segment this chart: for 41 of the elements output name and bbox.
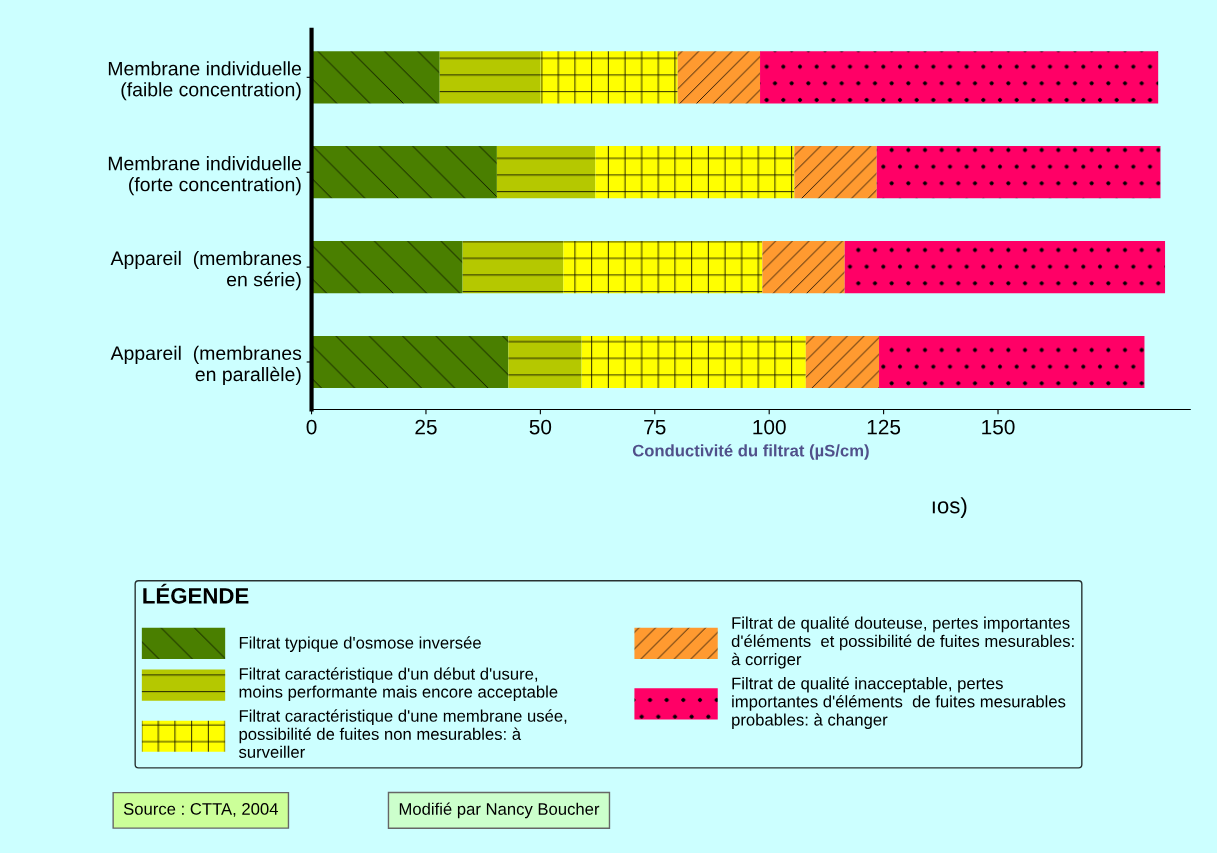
y-tick-label: Appareil (membranes en série) [110, 250, 302, 291]
bar [677, 51, 761, 104]
x-tick-label: 75 [644, 419, 666, 435]
bar [595, 146, 795, 199]
legend-title: LÉGENDE [143, 583, 249, 604]
x-tick-label: 0 [306, 419, 317, 435]
bar [762, 241, 845, 294]
bar [844, 241, 1166, 294]
bar [496, 146, 596, 199]
text: ıos) [932, 497, 967, 518]
x-tick-label: 125 [867, 419, 901, 435]
bar [540, 51, 678, 104]
bar [760, 51, 1159, 104]
bar [794, 146, 877, 199]
legend-label: Filtrat de qualité douteuse, pertes importantes d'éléments et possibilité de fuites mesurables: à corriger [731, 616, 1074, 669]
legend-label: Filtrat typique d'osmose inversée [239, 636, 481, 652]
bar [311, 335, 509, 389]
bar [581, 335, 806, 389]
x-tick-label: 25 [415, 419, 437, 435]
bar [563, 241, 763, 294]
bar [311, 146, 497, 199]
bar [508, 335, 582, 389]
legend-label: Filtrat caractéristique d'un début d'usure, moins performante mais encore acceptable [239, 667, 558, 702]
x-axis-title: Conductivité du filtrat (µS/cm) [632, 444, 869, 460]
y-tick-label: Membrane individuelle (forte concentration) [108, 156, 301, 196]
legend-label: Filtrat caractéristique d'une membrane usée, possibilité de fuites non mesurables: à surveiller [238, 709, 567, 758]
source-note: Source : CTTA, 2004 [123, 803, 278, 817]
y-tick-label: Membrane individuelle (faible concentration) [108, 61, 301, 101]
x-tick-label: 150 [982, 419, 1015, 435]
x-tick-label: 100 [753, 419, 786, 435]
bar [805, 335, 880, 389]
bar [311, 51, 440, 104]
x-tick-label: 50 [529, 419, 552, 435]
text: Modifié par Nancy Boucher [399, 802, 600, 819]
bar [876, 146, 1161, 199]
bar [462, 241, 564, 294]
bar [311, 241, 463, 294]
bar [879, 335, 1145, 389]
legend-label: Filtrat de qualité inacceptable, pertes importantes d'éléments de fuites mesurables probables: à changer [732, 676, 1066, 729]
y-tick-label: Appareil (membranes en parallèle) [110, 345, 302, 386]
bar [439, 51, 541, 104]
